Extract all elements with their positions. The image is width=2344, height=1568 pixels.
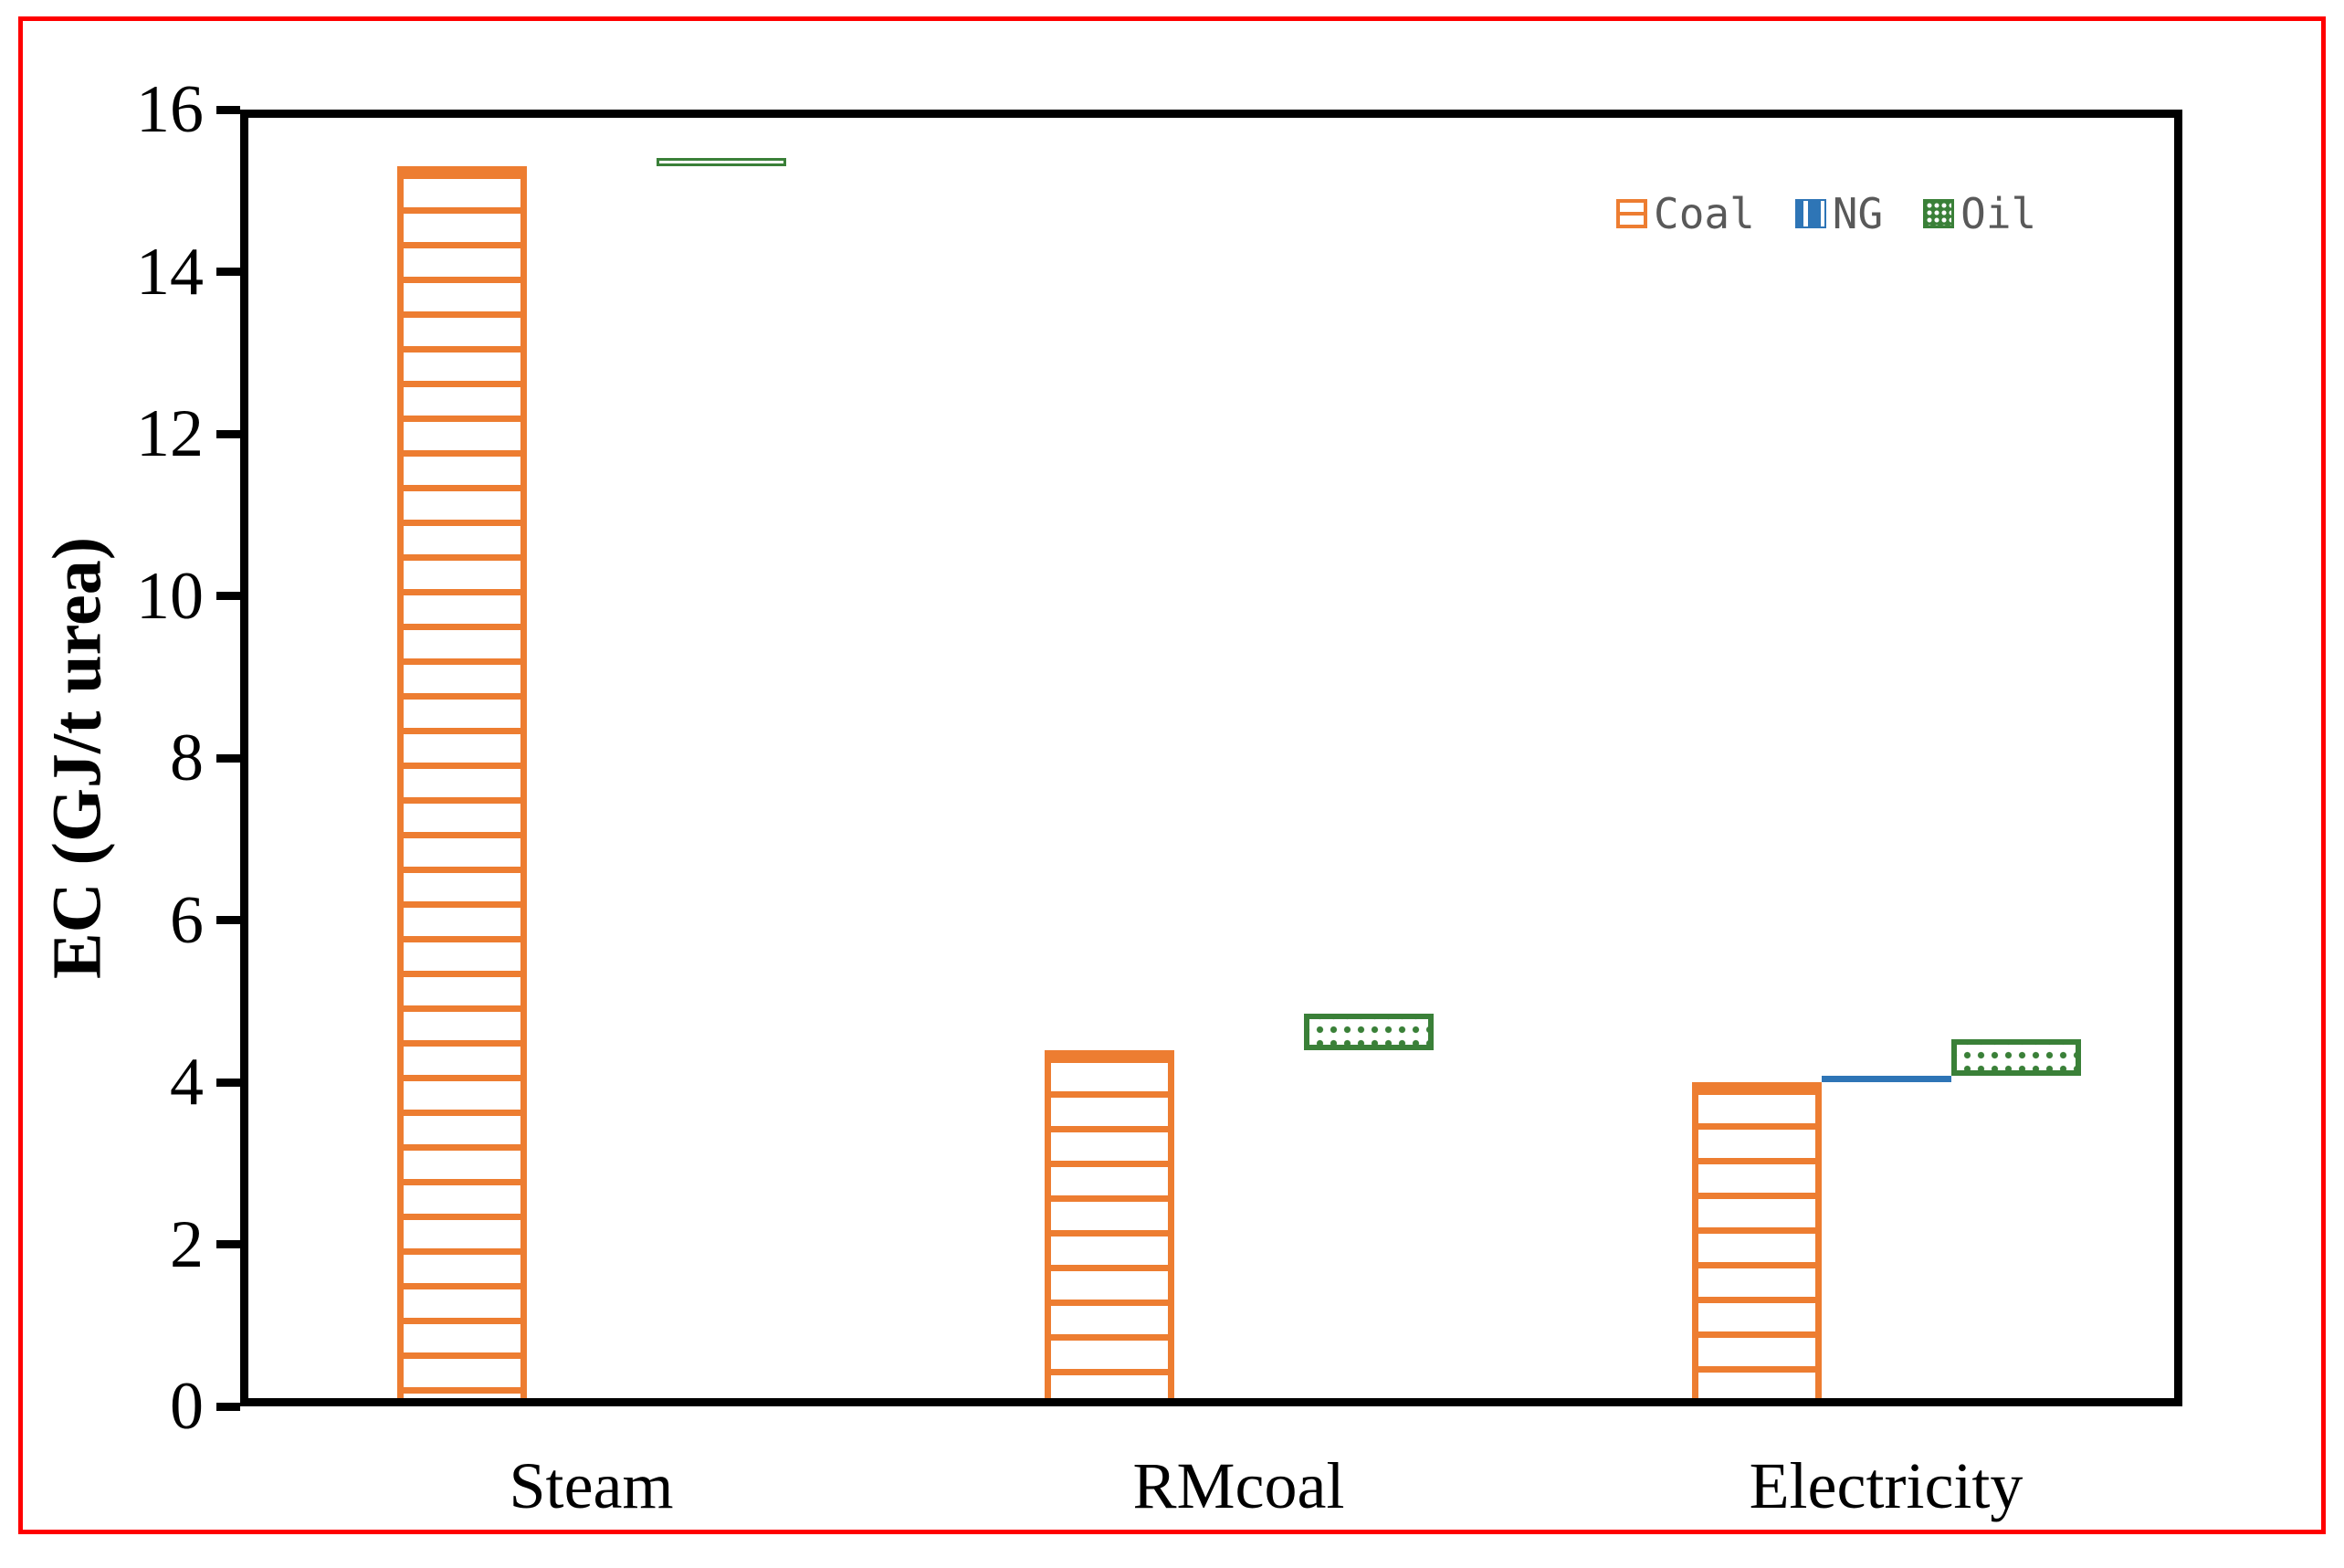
y-tick-mark [216,592,240,600]
bar-coal-steam [396,166,527,1406]
plot-area-frame [240,110,2182,1406]
legend-label-ng: NG [1832,189,1884,238]
y-tick-mark [216,1078,240,1087]
y-tick-label: 14 [136,234,204,310]
legend-label-coal: Coal [1654,189,1755,238]
y-tick-label: 0 [170,1369,204,1444]
y-tick-label: 6 [170,882,204,958]
y-tick-label: 4 [170,1045,204,1120]
legend-item-ng: NG [1794,189,1884,238]
figure-outer-border [18,16,2326,1534]
x-category-label: Electricity [1749,1449,2023,1522]
legend-item-coal: Coal [1616,189,1755,238]
bar-oil-electricity [1950,1038,2081,1076]
legend: Coal NG Oil [1616,189,2036,238]
y-tick-mark [216,753,240,763]
y-tick-label: 10 [136,558,204,634]
bar-oil-steam [656,158,786,167]
y-tick-mark [216,1402,240,1411]
y-tick-label: 8 [170,721,204,795]
y-tick-mark [216,429,240,438]
y-tick-label: 16 [136,72,204,147]
x-category-label: RMcoal [1132,1449,1345,1522]
y-tick-mark [216,105,240,114]
bar-oil-rmcoal [1303,1013,1434,1050]
coal-swatch-icon [1616,199,1647,228]
y-tick-mark [216,1240,240,1248]
oil-swatch-icon [1923,199,1955,228]
legend-label-oil: Oil [1960,189,2037,238]
y-tick-mark [216,916,240,924]
y-axis-title: EC (GJ/t urea) [38,536,116,980]
legend-item-oil: Oil [1923,189,2036,238]
y-tick-label: 2 [170,1206,204,1282]
y-tick-label: 12 [136,396,204,471]
y-tick-mark [216,268,240,276]
ng-swatch-icon [1794,199,1826,228]
bar-ng-electricity [1821,1075,1951,1082]
x-category-label: Steam [509,1449,674,1522]
